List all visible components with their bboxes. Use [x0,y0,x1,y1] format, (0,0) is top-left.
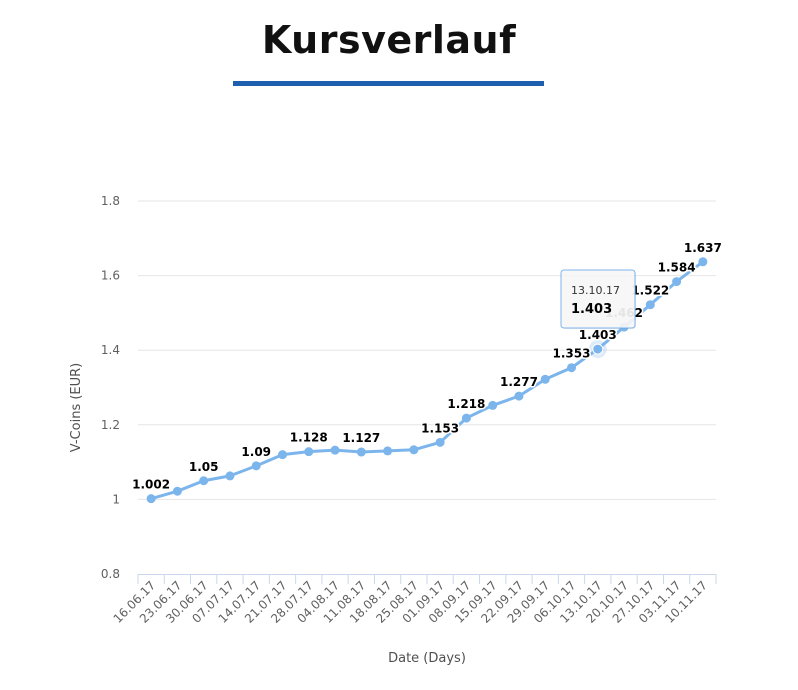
data-label: 1.05 [189,460,219,474]
data-point[interactable] [199,476,209,486]
data-label: 1.584 [658,261,696,275]
data-point[interactable] [225,471,235,481]
y-axis-title: V-Coins (EUR) [69,363,84,453]
data-label: 1.218 [447,397,485,411]
tooltip-date: 13.10.17 [571,284,620,297]
y-axis: 0.8 1 1.2 1.4 1.6 1.8 [101,194,120,581]
data-point[interactable] [540,374,550,384]
data-point[interactable] [514,391,524,401]
page-title: Kursverlauf [261,18,517,62]
data-point[interactable] [330,445,340,455]
x-axis: 16.06.1723.06.1730.06.1707.07.1714.07.17… [111,574,717,626]
data-label: 1.403 [579,328,617,342]
hover-point[interactable] [592,343,604,355]
data-point[interactable] [356,447,366,457]
data-label: 1.637 [684,241,722,255]
data-point[interactable] [278,450,287,460]
data-point[interactable] [672,277,682,287]
grid-lines [138,200,716,500]
tooltip: 13.10.17 1.403 [560,269,636,329]
data-label: 1.09 [241,445,271,459]
title-underline [233,81,544,86]
data-point[interactable] [645,300,655,310]
data-label: 1.153 [421,421,459,435]
data-point[interactable] [172,486,182,496]
data-point[interactable] [567,363,576,373]
data-point[interactable] [488,400,498,410]
data-label: 1.353 [553,347,591,361]
tooltip-box [560,269,636,329]
data-point[interactable] [251,461,261,471]
y-tick-label: 1.2 [101,418,120,432]
series-line-group [146,257,708,504]
data-label: 1.127 [342,431,380,445]
tooltip-value: 1.403 [571,302,612,317]
data-point[interactable] [304,447,314,457]
y-tick-label: 1.6 [101,269,120,283]
data-labels: 1.002 1.05 1.09 1.128 1.127 1.153 1.218 1.277 1.… [131,239,724,493]
data-point[interactable] [461,413,471,423]
data-point[interactable] [383,446,393,456]
data-point[interactable] [409,445,419,455]
series-line [150,260,704,501]
data-point[interactable] [435,437,445,447]
y-tick-label: 0.8 [101,567,120,581]
data-point[interactable] [698,257,708,267]
data-label: 1.277 [500,375,538,389]
x-axis-title: Date (Days) [388,651,466,666]
data-label: 1.002 [132,478,170,492]
y-tick-label: 1.4 [101,343,120,357]
y-tick-label: 1.8 [101,194,120,208]
y-tick-label: 1 [112,492,120,506]
data-point[interactable] [146,494,156,504]
data-label: 1.128 [290,431,328,445]
data-label: 1.522 [631,284,669,298]
